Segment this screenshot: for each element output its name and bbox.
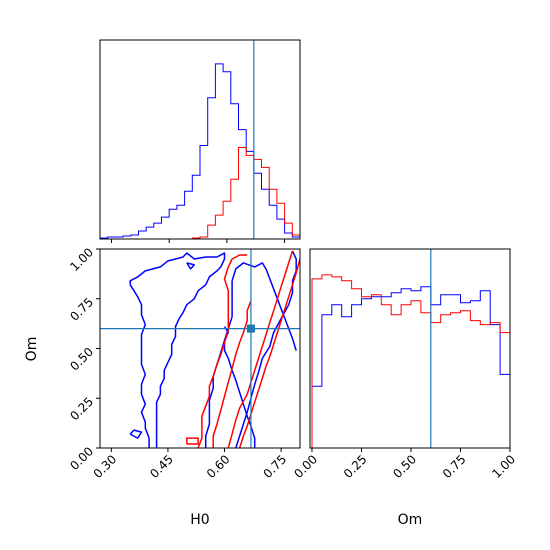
h0-hist-series-1 (100, 147, 300, 239)
contour-series-0-line-6 (204, 262, 297, 448)
h0-axis-label: H0 (190, 512, 209, 528)
om-tick-label: 0.50 (67, 345, 96, 374)
om-hist-series-0 (311, 286, 510, 448)
om-hist-tick-label: 1.00 (489, 452, 518, 481)
contour-series-1-line-3 (227, 250, 294, 448)
h0-om-contour-panel: 0.30 0.45 0.60 0.75 0.000.250.500.751.00 H0… (24, 245, 301, 528)
h0-histogram-ticks (111, 239, 286, 243)
h0-tick-label: 0.60 (204, 452, 233, 481)
om-hist-tick-label: 0.00 (291, 452, 320, 481)
contour-y-ticks: 0.000.250.500.751.00 (67, 245, 100, 473)
om-histogram-x-ticks: 0.00 0.25 0.50 0.75 1.00 (291, 448, 518, 481)
om-tick-label: 0.75 (67, 295, 96, 324)
om-hist-series-1 (311, 274, 510, 448)
h0-hist-series-0 (100, 63, 300, 239)
om-hist-axis-label: Om (398, 512, 423, 528)
om-histogram-frame (309, 248, 511, 449)
truth-point-marker (246, 324, 255, 333)
contour-x-ticks: 0.30 0.45 0.60 0.75 (91, 448, 289, 481)
om-hist-tick-label: 0.75 (440, 452, 469, 481)
om-tick-label: 1.00 (67, 245, 96, 274)
om-histogram-steps (311, 274, 510, 448)
om-hist-tick-label: 0.25 (341, 452, 370, 481)
contour-series-0-line-3 (186, 262, 196, 270)
contour-lines (129, 250, 300, 448)
om-histogram-panel: 0.00 0.25 0.50 0.75 1.00 Om (291, 248, 518, 528)
om-hist-tick-label: 0.50 (390, 452, 419, 481)
h0-histogram-panel (99, 39, 301, 243)
contour-series-0-line-2 (129, 429, 143, 439)
contour-series-1-line-4 (238, 258, 300, 448)
h0-histogram-frame (99, 39, 301, 240)
contour-series-0-line-1 (129, 284, 150, 448)
contour-series-0-line-0 (129, 252, 226, 448)
contour-series-0-line-5 (235, 250, 297, 448)
contour-series-1-line-2 (186, 437, 199, 445)
h0-tick-label: 0.45 (147, 452, 176, 481)
h0-tick-label: 0.30 (91, 452, 120, 481)
om-tick-label: 0.25 (67, 394, 96, 423)
h0-tick-label: 0.75 (260, 452, 289, 481)
om-axis-label: Om (24, 337, 40, 362)
h0-histogram-steps (100, 63, 300, 239)
contour-series-1-line-0 (197, 254, 248, 448)
contour-series-1-line-1 (212, 300, 252, 448)
